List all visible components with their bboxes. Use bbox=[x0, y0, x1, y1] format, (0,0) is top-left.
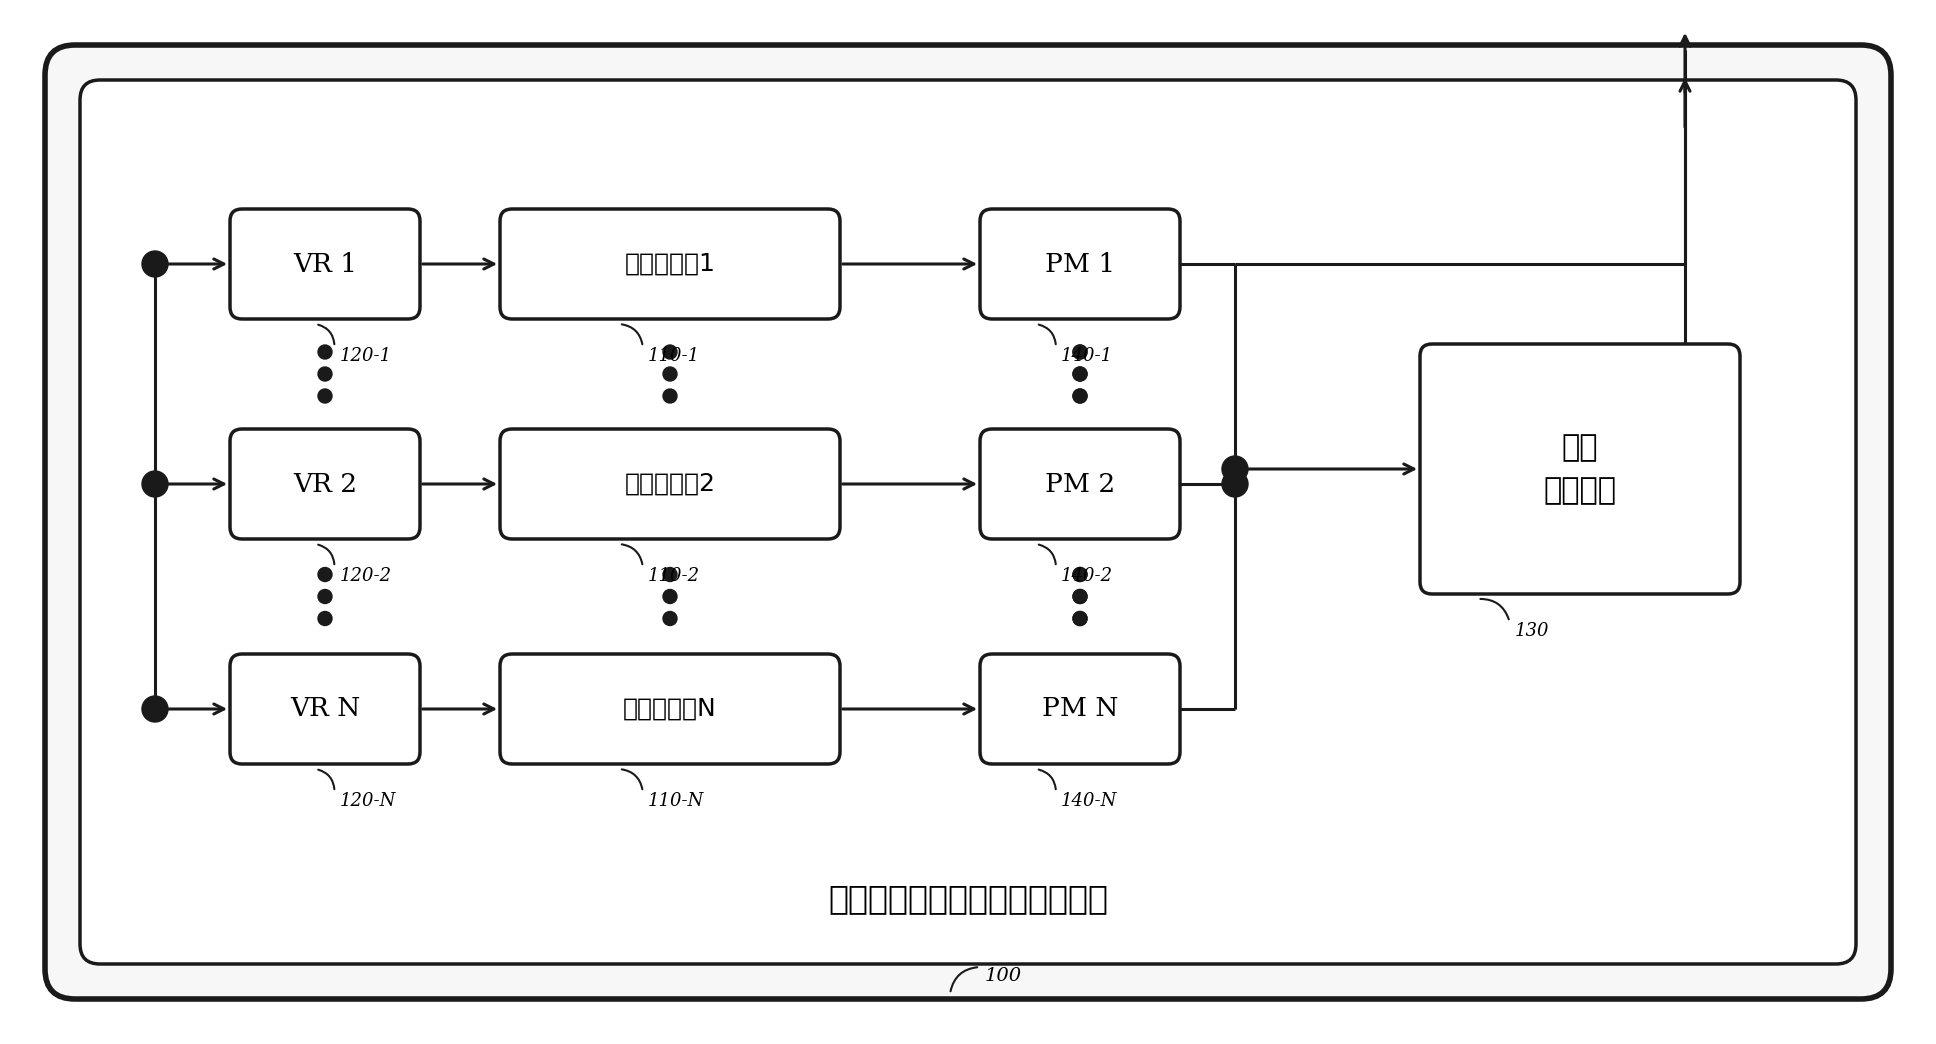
Circle shape bbox=[318, 367, 331, 381]
Circle shape bbox=[1073, 345, 1086, 359]
Text: VR N: VR N bbox=[290, 696, 360, 721]
Circle shape bbox=[1222, 456, 1249, 482]
FancyBboxPatch shape bbox=[980, 209, 1181, 319]
Circle shape bbox=[318, 612, 331, 625]
FancyBboxPatch shape bbox=[79, 80, 1857, 964]
Text: 功能电路域2: 功能电路域2 bbox=[625, 472, 716, 496]
Text: 140-2: 140-2 bbox=[1061, 567, 1113, 585]
Circle shape bbox=[1073, 590, 1086, 603]
Text: 140-1: 140-1 bbox=[1061, 347, 1113, 365]
Text: 功能电路域N: 功能电路域N bbox=[623, 697, 716, 721]
Text: 110-2: 110-2 bbox=[649, 567, 701, 585]
Circle shape bbox=[662, 345, 678, 359]
Text: 140-N: 140-N bbox=[1061, 792, 1117, 810]
Text: PM 1: PM 1 bbox=[1045, 252, 1115, 277]
Text: 100: 100 bbox=[985, 967, 1022, 984]
Text: 功能电路域1: 功能电路域1 bbox=[625, 252, 716, 276]
Circle shape bbox=[318, 345, 331, 359]
Text: 电压
管理单元: 电压 管理单元 bbox=[1543, 433, 1617, 505]
Circle shape bbox=[1073, 590, 1086, 603]
Circle shape bbox=[318, 590, 331, 603]
Circle shape bbox=[141, 471, 168, 497]
Text: PM 2: PM 2 bbox=[1045, 472, 1115, 497]
Circle shape bbox=[1073, 612, 1086, 625]
FancyBboxPatch shape bbox=[230, 209, 420, 319]
Circle shape bbox=[1073, 568, 1086, 582]
Text: PM N: PM N bbox=[1042, 696, 1119, 721]
Text: 110-1: 110-1 bbox=[649, 347, 701, 365]
Text: 120-N: 120-N bbox=[339, 792, 395, 810]
Circle shape bbox=[1073, 389, 1086, 403]
Circle shape bbox=[1073, 568, 1086, 582]
Text: 自适应电压和调节优化集成电路: 自适应电压和调节优化集成电路 bbox=[829, 882, 1107, 916]
Circle shape bbox=[662, 568, 678, 582]
Circle shape bbox=[662, 367, 678, 381]
Circle shape bbox=[141, 696, 168, 722]
Text: 130: 130 bbox=[1514, 622, 1549, 640]
Circle shape bbox=[1222, 471, 1249, 497]
Circle shape bbox=[318, 568, 331, 582]
FancyBboxPatch shape bbox=[499, 654, 840, 764]
Text: VR 1: VR 1 bbox=[292, 252, 356, 277]
Text: 110-N: 110-N bbox=[649, 792, 705, 810]
Circle shape bbox=[141, 251, 168, 277]
FancyBboxPatch shape bbox=[230, 429, 420, 539]
FancyBboxPatch shape bbox=[499, 429, 840, 539]
Circle shape bbox=[318, 389, 331, 403]
Circle shape bbox=[1073, 612, 1086, 625]
FancyBboxPatch shape bbox=[499, 209, 840, 319]
Circle shape bbox=[1073, 345, 1086, 359]
FancyBboxPatch shape bbox=[980, 654, 1181, 764]
Circle shape bbox=[1073, 367, 1086, 381]
FancyBboxPatch shape bbox=[45, 45, 1891, 999]
Circle shape bbox=[662, 590, 678, 603]
Circle shape bbox=[1073, 367, 1086, 381]
FancyBboxPatch shape bbox=[1419, 345, 1740, 594]
Text: VR 2: VR 2 bbox=[292, 472, 356, 497]
Circle shape bbox=[662, 612, 678, 625]
Circle shape bbox=[1073, 389, 1086, 403]
Text: 120-1: 120-1 bbox=[339, 347, 391, 365]
FancyBboxPatch shape bbox=[980, 429, 1181, 539]
FancyBboxPatch shape bbox=[230, 654, 420, 764]
Text: 120-2: 120-2 bbox=[339, 567, 391, 585]
Circle shape bbox=[662, 389, 678, 403]
